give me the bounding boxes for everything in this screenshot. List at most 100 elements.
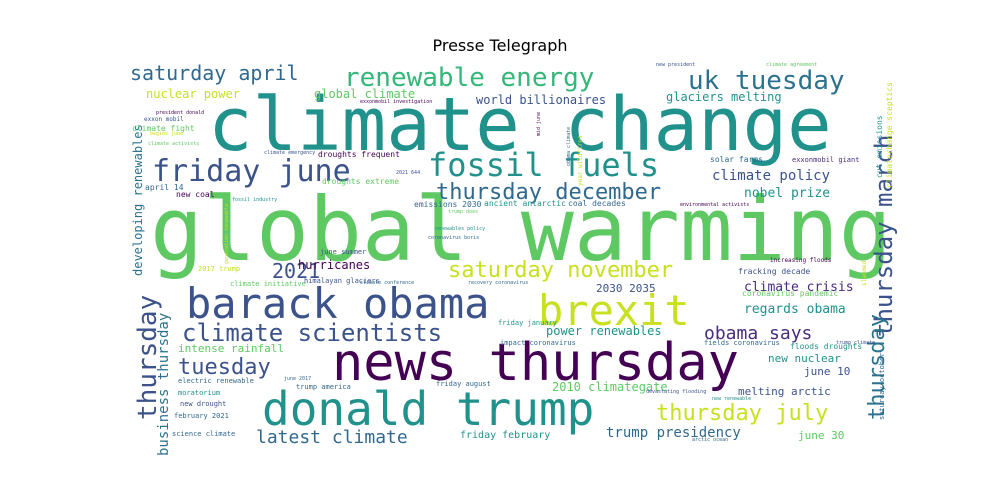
word-moratorium: moratorium	[178, 389, 220, 397]
word-power-renewables: power renewables	[546, 324, 662, 338]
word-solar-farms: solar farms	[710, 155, 763, 164]
word-saturday-november: saturday november	[448, 258, 673, 283]
word-june-30: june 30	[798, 429, 844, 442]
word-year-wildfires: year wildfires	[577, 135, 584, 186]
word-himalayan-glaciers: himalayan glaciers	[304, 277, 380, 285]
word-ancient-antarctic: ancient antarctic	[484, 199, 566, 208]
word-coronavirus-boris: coronavirus boris	[428, 235, 479, 241]
word-climate-agreement: climate agreement	[766, 62, 817, 68]
word-melting-arctic: melting arctic	[738, 385, 831, 398]
word-2021-644: 2021 644	[396, 170, 420, 176]
word-thursday: thursday	[865, 314, 890, 420]
word-generation-renewable: generation renewable	[224, 204, 230, 264]
word-obama-says: obama says	[704, 323, 812, 344]
word-science-climate: science climate	[172, 430, 235, 438]
word-friday-august: friday august	[436, 380, 491, 388]
word-exxonmobil-giant: exxonmobil giant	[792, 156, 859, 164]
word-new-drought: new drought	[180, 400, 226, 408]
word-friday-february: friday february	[460, 430, 550, 441]
word-renewables-policy: renewables policy	[434, 226, 485, 232]
word-climate-emergency: climate emergency	[264, 150, 315, 156]
word-trump-presidency: trump presidency	[606, 425, 741, 441]
word-donald-trump: donald trump	[262, 382, 594, 436]
word-electric-renewable: electric renewable	[178, 377, 254, 385]
word-exxonmobil-investigation: exxonmobil investigation	[360, 99, 432, 105]
word-barack-obama: barack obama	[186, 279, 489, 328]
word-2021: 2021	[272, 259, 320, 283]
word-june-summer: june summer	[320, 248, 366, 256]
word-2025: 2025	[349, 237, 356, 252]
word-new-nuclear: new nuclear	[768, 352, 841, 365]
word-new-renewable: new renewable	[712, 396, 751, 402]
word-coal-decades: coal decades	[568, 199, 626, 208]
word-intense-rainfall: intense rainfall	[178, 342, 284, 355]
word-floods-droughts: floods droughts	[790, 342, 862, 351]
word-uk-tuesday: uk tuesday	[688, 66, 845, 96]
word-developing-renewables: developing renewables	[131, 124, 145, 276]
word-emissions-2030: emissions 2030	[414, 200, 482, 209]
word-thursday: thursday	[133, 295, 163, 420]
word-climate-fight: climate fight	[132, 124, 195, 133]
word-saturday-october: saturday october	[878, 353, 886, 420]
word-world-billionaires: world billionaires	[476, 93, 606, 107]
word-trump-climate: trump climate	[836, 340, 875, 346]
word-climate-activists: climate activists	[148, 141, 199, 147]
word-coronavirus-pandemic: coronavirus pandemic	[742, 289, 839, 298]
word-trump-does: trump does	[448, 209, 478, 215]
word-recovery-coronavirus: recovery coronavirus	[468, 280, 528, 286]
word-climatechange-sceptics: climatechange sceptics	[885, 82, 894, 188]
word-february-2021: february 2021	[174, 412, 229, 420]
word-impact-coronavirus: impact coronavirus	[500, 339, 576, 347]
word-fields-coronavirus: fields coronavirus	[704, 339, 780, 347]
word-global-climate: global climate	[314, 87, 415, 101]
word-nobel-prize: nobel prize	[744, 186, 830, 201]
word-regards-obama: regards obama	[744, 302, 846, 317]
word-latest-climate: latest climate	[256, 427, 408, 448]
word-friday-january: friday january	[498, 319, 557, 327]
word-renewable-energy: renewable energy	[344, 63, 594, 93]
chart-title: Presse Telegraph	[432, 36, 568, 55]
word-arctic-ocean: arctic ocean	[692, 437, 728, 443]
word-exxon-mobil: exxon mobil	[144, 116, 184, 123]
word-nuclear-power: nuclear power	[146, 87, 240, 101]
word-cut-emissions: cut emissions	[875, 115, 884, 178]
word-environmental-activists: environmental activists	[680, 202, 749, 208]
word-mid-june: mid june	[536, 112, 542, 136]
word-droughts-extreme: droughts extreme	[322, 177, 399, 186]
word-climate-conference: climate conference	[360, 280, 414, 286]
word-thursday-july: thursday july	[656, 401, 828, 426]
word-increasing-floods: increasing floods	[770, 257, 832, 264]
word-glaciers-melting: glaciers melting	[666, 90, 782, 104]
word-fossil-fuels: fossil fuels	[428, 146, 659, 184]
word-climate-scientists: climate scientists	[182, 319, 442, 347]
word-president-donald: president donald	[156, 110, 204, 116]
word-new-coal: new coal	[176, 190, 215, 199]
word-climate-initiative: climate initiative	[230, 280, 306, 288]
word-thursday-march: thursday march	[870, 135, 898, 337]
word-devastating-flooding: devastating flooding	[646, 389, 706, 395]
word-droughts-frequent: droughts frequent	[318, 150, 400, 159]
word-april-14: april 14	[145, 183, 184, 192]
word-fracking-decade: fracking decade	[738, 267, 810, 276]
word-climate-crisis: climate crisis	[744, 280, 854, 295]
word-obama-climate: obama climate	[566, 127, 572, 166]
word-new-president: new president	[656, 62, 695, 68]
word-brexit: brexit	[538, 286, 690, 335]
word-trump-america: trump america	[296, 383, 351, 391]
word-june-2017: june 2017	[284, 376, 311, 382]
word-2010-climategate: 2010 climategate	[552, 380, 668, 394]
word-slammed: slammed	[861, 260, 868, 286]
word-fossil-industry: fossil industry	[232, 197, 277, 203]
word-tuesday: tuesday	[178, 355, 271, 380]
word-saturday-april: saturday april	[130, 61, 299, 85]
word-2017-trump: 2017 trump	[198, 265, 240, 273]
word-2030-2035: 2030 2035	[596, 282, 656, 295]
word-climate-change: climate change	[208, 82, 832, 168]
word-global-warming: global warming	[150, 178, 892, 281]
word-thursday-december: thursday december	[436, 180, 661, 205]
word-friday-june: friday june	[152, 154, 351, 189]
word-june-10: june 10	[804, 365, 850, 378]
word-news-thursday: news thursday	[332, 333, 739, 393]
word-begins-june: begins june	[150, 131, 183, 137]
